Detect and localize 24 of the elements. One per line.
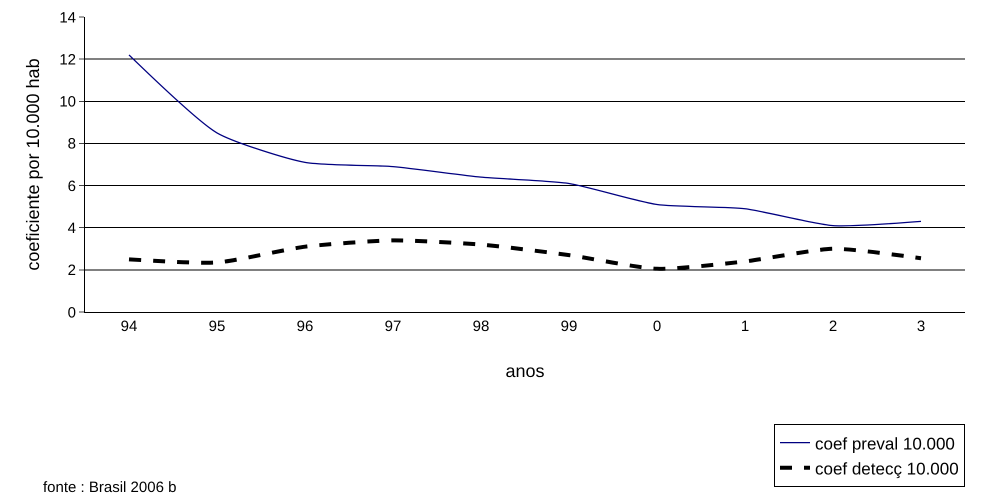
line-series [128,54,922,226]
x-tick-label: 1 [740,318,750,335]
y-tick-label: 4 [68,220,76,237]
x-tick-label: 96 [296,318,314,335]
x-tick-label: 0 [652,318,662,335]
legend-label: coef preval 10.000 [815,434,955,454]
y-tick-label: 14 [59,9,76,26]
y-tick-label: 0 [68,304,76,322]
x-tick-label: 94 [120,318,138,335]
x-axis-title: anos [505,361,545,382]
source-note: fonte : Brasil 2006 b [43,479,176,496]
y-axis-title: coeficiente por 10.000 hab [23,58,43,271]
y-tick-label: 8 [68,136,76,153]
x-tick-label: 99 [560,318,578,335]
x-tick-label: 95 [208,318,226,335]
x-tick-label: 97 [384,318,402,335]
x-tick-label: 98 [472,318,490,335]
x-tick-label: 3 [916,318,926,335]
y-tick-label: 12 [59,51,76,68]
y-tick-label: 10 [59,94,76,111]
y-tick-label: 6 [68,178,76,195]
x-tick-label: 2 [828,318,838,335]
legend-label: coef detecç 10.000 [815,459,959,478]
y-tick-label: 2 [68,262,76,280]
